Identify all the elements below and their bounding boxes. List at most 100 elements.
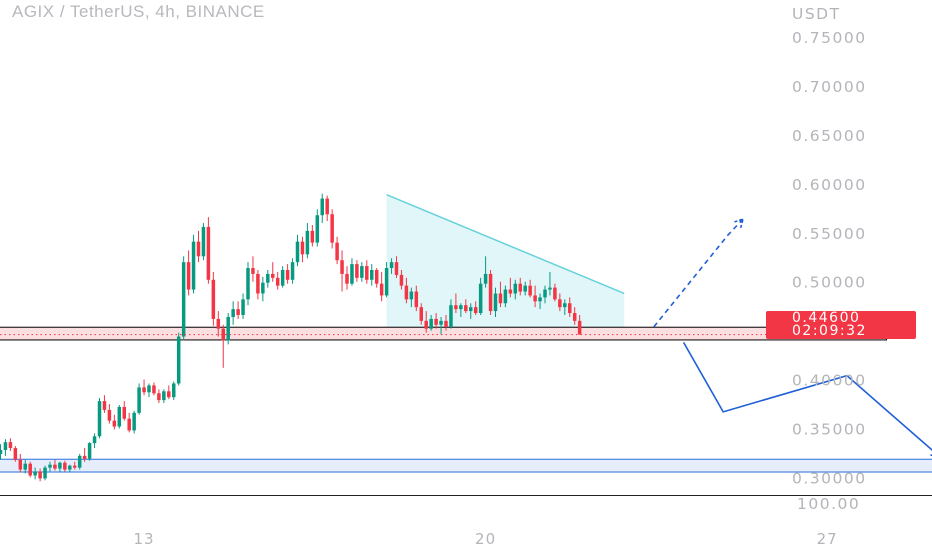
candle [478,277,483,315]
candle [137,383,141,415]
candle [360,262,364,282]
candle-body [305,230,310,255]
candle-body [58,462,62,469]
candle [454,293,458,314]
candle-body [384,268,389,296]
candle-body [77,455,82,468]
candle [483,256,488,288]
candle [355,260,359,282]
candle-body [553,287,557,300]
candle-body [473,307,478,314]
candle-body [280,270,285,286]
y-tick-label: 0.40000 [792,372,867,390]
candle [434,313,438,329]
candle-body [43,467,47,479]
candle-body [191,241,196,290]
candle [261,276,265,302]
candle-body [563,303,567,308]
candle-body [399,274,404,286]
y-tick-label: 0.65000 [792,127,867,145]
candle [340,250,344,292]
candle-body [181,262,186,337]
candle-body [18,459,23,470]
candle-body [107,409,112,421]
y-tick-label: 0.70000 [792,78,867,96]
candle [266,270,270,288]
candle-body [117,406,122,427]
candle-body [325,198,329,215]
chart-title: AGIX / TetherUS, 4h, BINANCE [12,2,265,21]
candle [102,395,107,413]
candle [280,266,285,288]
candle-body [454,305,458,310]
candle-body [251,268,255,274]
bear-scenario-path [682,341,932,452]
candle-body [355,264,359,278]
candle [518,277,522,296]
candle-body [572,313,577,321]
candle [513,279,518,300]
candle [251,256,255,282]
candle [320,193,324,224]
candle [384,262,389,298]
candle [414,285,419,312]
candle [330,209,334,249]
candle-body [196,241,201,257]
candle-body [379,283,384,296]
candle [206,217,211,284]
candle [563,299,567,315]
candle-body [503,289,508,304]
candle-body [508,289,513,294]
candle [191,234,196,294]
candle [87,442,92,461]
candle-body [360,266,364,278]
candle [409,287,414,308]
candle [439,316,443,335]
candle [157,389,161,404]
candlestick-series [0,193,582,482]
candle [38,468,42,482]
candle-body [439,320,443,325]
candle-body [469,307,473,312]
candle [310,225,315,247]
candle [538,293,542,310]
candle [211,271,216,326]
candle [553,283,557,302]
candle [493,287,498,317]
candle-body [266,273,270,283]
candle-body [444,320,448,327]
candle-body [38,471,42,479]
candle-body [162,391,166,401]
candle-body [315,215,320,243]
candle [365,260,369,284]
candle-body [459,305,463,310]
candle [23,459,27,474]
candle-body [295,241,300,263]
candle-body [310,230,315,243]
candle-body [246,268,250,300]
candle-body [389,262,394,269]
candle-body [157,393,161,401]
candle [97,398,102,439]
candle [350,258,354,286]
candle-body [8,442,13,449]
candle [0,444,3,460]
candle [449,299,453,329]
candle-body [132,412,136,431]
candle [290,258,295,284]
candle [226,313,230,345]
x-tick-label: 20 [475,530,496,548]
candle-body [3,442,8,450]
axes-layer: USDT 0.75000 0.70000 0.65000 0.60000 0.55000 0… [0,5,932,548]
candle [221,324,225,368]
candle-body [82,455,87,459]
candle [374,268,379,288]
candle-body [365,266,369,280]
candle-body [577,320,582,335]
x-tick-label: 13 [134,530,155,548]
candle [404,277,409,304]
candle-body [330,214,334,243]
candle-body [290,262,295,280]
candle [77,453,82,470]
